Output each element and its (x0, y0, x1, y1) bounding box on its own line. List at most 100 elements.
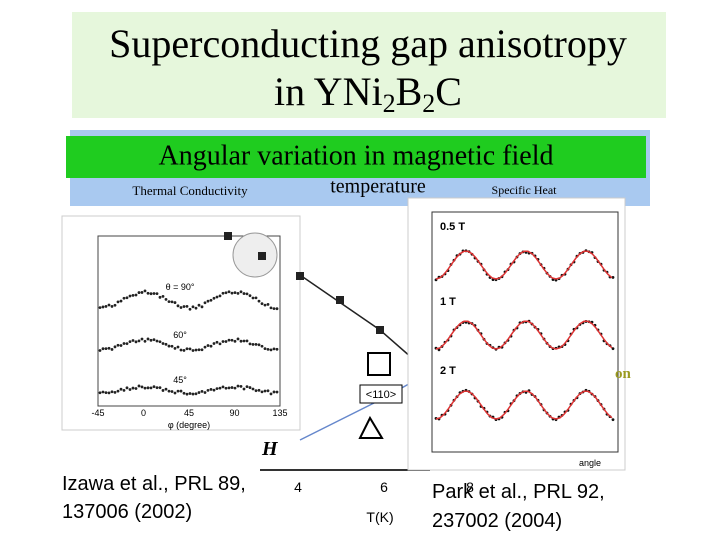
data-dot (201, 348, 204, 351)
data-dot (132, 339, 135, 342)
data-dot (231, 386, 234, 389)
data-dot (183, 392, 186, 395)
data-dot (174, 347, 177, 350)
data-dot (108, 347, 111, 350)
data-dot (195, 349, 198, 352)
data-dot (270, 307, 273, 310)
data-dot (123, 297, 126, 300)
data-dot (231, 292, 234, 295)
data-dot (237, 292, 240, 295)
data-dot (237, 338, 240, 341)
data-dot (258, 343, 261, 346)
citation-line: 237002 (2004) (432, 510, 562, 532)
data-dot (192, 393, 195, 396)
data-dot (156, 386, 159, 389)
data-dot (231, 339, 234, 342)
data-dot (165, 298, 168, 301)
data-dot (243, 388, 246, 391)
data-dot (174, 392, 177, 395)
data-dot (204, 301, 207, 304)
data-dot (228, 386, 231, 389)
data-dot (234, 387, 237, 390)
data-dot (258, 300, 261, 303)
data-dot (132, 294, 135, 297)
data-dot (168, 300, 171, 303)
data-dot (138, 291, 141, 294)
data-dot (186, 393, 189, 396)
field-label: 2 T (440, 365, 456, 377)
data-dot (141, 338, 144, 341)
field-label: 1 T (440, 296, 456, 308)
data-dot (225, 387, 228, 390)
lattice-icon (360, 418, 382, 438)
data-dot (225, 340, 228, 343)
data-dot (273, 307, 276, 310)
x-tick-label: 0 (141, 408, 146, 418)
data-dot (132, 387, 135, 390)
data-dot (270, 393, 273, 396)
data-dot (210, 299, 213, 302)
data-dot (216, 341, 219, 344)
data-dot (150, 339, 153, 342)
data-dot (159, 340, 162, 343)
data-dot (216, 387, 219, 390)
citation-line: Park et al., PRL 92, (432, 481, 605, 503)
data-dot (273, 347, 276, 350)
specific-label: Specific Heat (492, 183, 558, 197)
citation-line: Izawa et al., PRL 89, (62, 473, 246, 495)
data-dot (276, 348, 279, 351)
data-dot (216, 296, 219, 299)
data-dot (246, 292, 249, 295)
data-dot (213, 342, 216, 345)
data-dot (144, 387, 147, 390)
data-dot (612, 418, 615, 421)
data-dot (267, 389, 270, 392)
curve-label: 45° (173, 375, 187, 385)
data-dot (204, 391, 207, 394)
data-square (258, 252, 266, 260)
data-dot (207, 300, 210, 303)
data-square (376, 326, 384, 334)
title-part: B (396, 69, 423, 114)
data-dot (258, 389, 261, 392)
data-dot (180, 306, 183, 309)
data-dot (126, 296, 129, 299)
data-dot (270, 348, 273, 351)
data-dot (159, 296, 162, 299)
data-dot (147, 338, 150, 341)
data-dot (177, 346, 180, 349)
data-dot (99, 349, 102, 352)
data-dot (162, 295, 165, 298)
title-part: in YNi (274, 69, 383, 114)
x-tick-label: 45 (184, 408, 194, 418)
data-dot (234, 340, 237, 343)
data-dot (198, 304, 201, 307)
title-subscript: 2 (383, 89, 396, 118)
data-dot (261, 391, 264, 394)
data-dot (120, 388, 123, 391)
data-dot (102, 391, 105, 394)
data-dot (255, 343, 258, 346)
data-dot (267, 348, 270, 351)
data-dot (249, 343, 252, 346)
data-dot (186, 347, 189, 350)
data-dot (207, 389, 210, 392)
data-dot (186, 305, 189, 308)
data-dot (150, 292, 153, 295)
x-tick-label: 6 (380, 479, 388, 495)
data-dot (219, 294, 222, 297)
data-dot (147, 292, 150, 295)
data-dot (126, 342, 129, 345)
curve-label: 60° (173, 330, 187, 340)
data-dot (192, 349, 195, 352)
data-dot (222, 385, 225, 388)
data-dot (135, 387, 138, 390)
y-label: H (261, 438, 279, 460)
data-dot (213, 389, 216, 392)
data-dot (150, 386, 153, 389)
data-dot (153, 338, 156, 341)
data-dot (273, 391, 276, 394)
data-dot (183, 305, 186, 308)
data-dot (114, 345, 117, 348)
